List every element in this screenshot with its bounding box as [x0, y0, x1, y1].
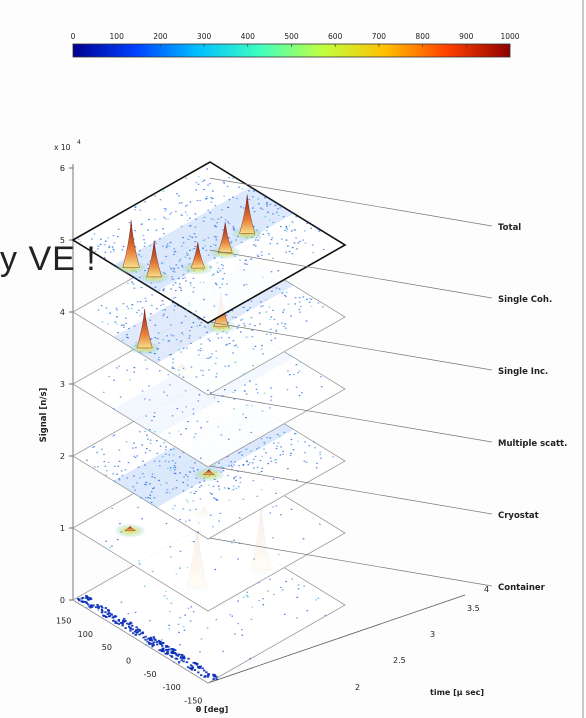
peak	[122, 220, 140, 268]
colorbar-tick-label: 600	[328, 32, 343, 41]
surface-layers	[71, 161, 347, 684]
layer-leader-line	[209, 321, 493, 371]
y-axis-line	[207, 594, 466, 684]
peak	[239, 194, 256, 234]
layer-leader-line	[209, 537, 493, 587]
z-axis-exponent: 4	[77, 139, 81, 146]
peak	[136, 309, 153, 349]
x-tick-label: -100	[163, 683, 181, 692]
y-tick-label: 3	[430, 630, 435, 639]
layer-plane	[71, 161, 347, 324]
x-tick-label: 100	[78, 630, 93, 639]
layer-label: Total	[498, 223, 521, 233]
colorbar-tick-label: 500	[284, 32, 299, 41]
y-tick-label: 2.5	[393, 656, 406, 665]
layer-leader-line	[209, 249, 493, 299]
x-tick-label: -150	[184, 696, 202, 705]
surface-layer	[71, 161, 347, 324]
z-tick-label: 6	[60, 164, 65, 173]
x-tick-label: 150	[56, 617, 71, 626]
colorbar-tick-label: 900	[459, 32, 474, 41]
layer-label: Cryostat	[498, 511, 539, 521]
x-tick-label: -50	[144, 670, 157, 679]
layer-leader-line	[209, 465, 493, 515]
colorbar-tick-label: 300	[197, 32, 212, 41]
colorbar: 0 100 200 300 400 500 600 700 800 900 1000	[71, 32, 520, 58]
peak	[124, 526, 137, 531]
z-tick-label: 3	[60, 380, 65, 389]
z-axis-label: Signal [n/s]	[39, 388, 49, 443]
z-tick-label: 2	[60, 452, 65, 461]
colorbar-tick-label: 800	[415, 32, 430, 41]
z-tick-label: 4	[60, 308, 65, 317]
y-tick-label: 4	[484, 585, 489, 594]
colorbar-tick-label: 0	[71, 32, 76, 41]
colorbar-tick-label: 700	[372, 32, 387, 41]
layer-leader-line	[209, 177, 493, 227]
z-tick-label: 0	[60, 596, 65, 605]
y-axis-label: time [μ sec]	[430, 688, 484, 697]
layer-label: Single Coh.	[498, 295, 552, 305]
layer-label: Multiple scatt.	[498, 439, 567, 449]
colorbar-tick-label: 1000	[500, 32, 519, 41]
layer-label: Container	[498, 583, 546, 593]
y-tick-label: 2	[355, 683, 360, 692]
colorbar-tick-label: 200	[153, 32, 168, 41]
peak	[190, 242, 205, 269]
overlay-slide-text: y VE !	[0, 240, 97, 278]
z-tick-label: 1	[60, 524, 65, 533]
z-axis-multiplier: x 10	[54, 143, 71, 152]
x-tick-label: 0	[126, 657, 131, 666]
x-axis-label: θ [deg]	[196, 705, 228, 714]
y-tick-label: 3.5	[467, 604, 480, 613]
peak	[217, 222, 233, 253]
layer-leader-line	[209, 393, 493, 443]
layer-label: Single Inc.	[498, 367, 548, 377]
z-tick-label: 5	[60, 236, 65, 245]
colorbar-tick-label: 400	[241, 32, 256, 41]
peak	[146, 240, 162, 278]
x-tick-label: 50	[102, 643, 112, 652]
peak	[202, 469, 215, 475]
colorbar-tick-label: 100	[110, 32, 125, 41]
layer-labels: Container Cryostat Multiple scatt. Single I…	[209, 177, 567, 593]
